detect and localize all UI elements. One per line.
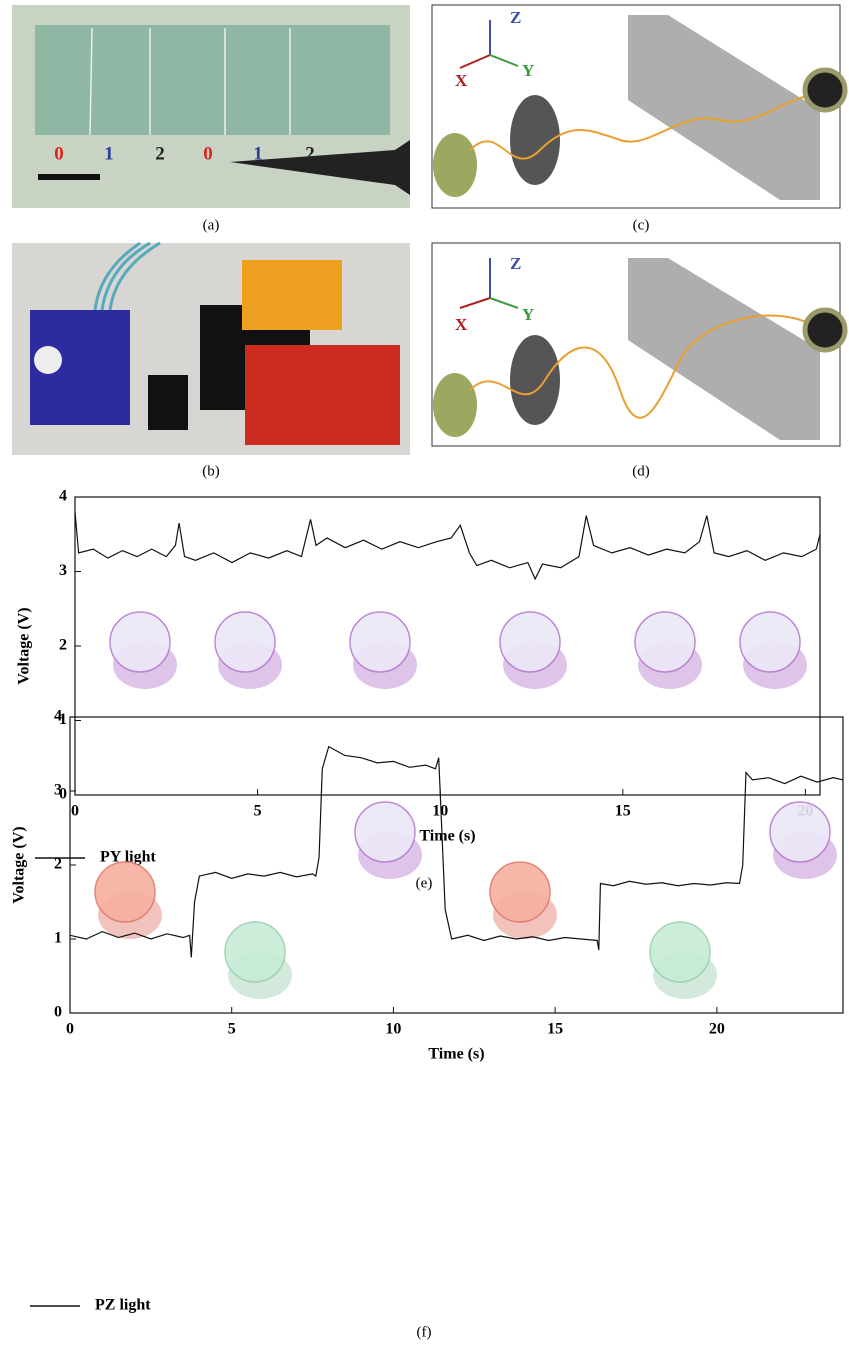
plot-frame (69, 716, 844, 1014)
axis-z: Z (510, 8, 521, 27)
x-tick-label: 15 (547, 1021, 563, 1038)
y-tick-label: 1 (59, 711, 67, 728)
led (34, 346, 62, 374)
axis-z: Z (510, 254, 521, 273)
detector (802, 307, 848, 353)
y-axis-title: Voltage (V) (16, 607, 33, 684)
y-tick-label: 2 (59, 637, 67, 654)
led-dome (354, 801, 416, 863)
digit: 0 (203, 143, 213, 164)
axis-y: Y (522, 305, 534, 324)
digit: 1 (104, 143, 114, 164)
led-dome (349, 611, 411, 673)
panel-c: Z X Y (c) (431, 4, 848, 233)
caption: (f) (417, 1324, 432, 1340)
breadboard (242, 260, 342, 330)
y-tick-label: 4 (59, 488, 67, 505)
x-tick-label: 0 (66, 1021, 74, 1038)
digit: 2 (155, 143, 165, 164)
y-tick-label: 1 (54, 930, 62, 947)
x-tick-label: 15 (615, 803, 631, 820)
legend-label: PZ light (95, 1297, 151, 1314)
caption: (c) (633, 217, 650, 233)
x-tick-label: 10 (385, 1021, 401, 1038)
led-dome (634, 611, 696, 673)
y-tick-label: 3 (54, 782, 62, 799)
polarizer (510, 335, 560, 425)
y-axis-title: Voltage (V) (11, 826, 28, 903)
breadboard (245, 345, 400, 445)
y-tick-label: 2 (54, 856, 62, 873)
digit: 2 (305, 143, 315, 164)
led-dome (649, 921, 711, 983)
led-dome (769, 801, 831, 863)
device (628, 15, 820, 200)
led-dome (109, 611, 171, 673)
y-tick-label: 0 (59, 786, 67, 803)
caption: (e) (416, 875, 433, 891)
y-tick-label: 0 (54, 1004, 62, 1021)
x-tick-label: 10 (432, 803, 448, 820)
source (433, 133, 477, 197)
axis-x: X (455, 71, 468, 90)
y-tick-label: 4 (54, 708, 62, 725)
axis-y: Y (522, 61, 534, 80)
led-dome (499, 611, 561, 673)
film (148, 375, 188, 430)
x-tick-label: 5 (228, 1021, 236, 1038)
x-axis-title: Time (s) (419, 828, 475, 845)
x-tick-label: 5 (254, 803, 262, 820)
panel-a: 0 1 2 0 1 2 (a) (12, 5, 410, 233)
data-line (69, 745, 844, 958)
scale-bar (38, 174, 100, 180)
digit: 0 (54, 143, 64, 164)
led-dome (94, 861, 156, 923)
caption: (a) (203, 217, 220, 233)
caption: (d) (632, 463, 650, 479)
led-dome (739, 611, 801, 673)
legend-label: PY light (100, 849, 157, 866)
x-axis-title: Time (s) (428, 1046, 484, 1063)
detector (802, 67, 848, 113)
plot-frame (74, 496, 821, 796)
panel-b: (b) (12, 241, 410, 479)
tweezer (230, 140, 410, 195)
led-dome (224, 921, 286, 983)
device (628, 258, 820, 440)
digit: 1 (253, 143, 263, 164)
y-tick-label: 3 (59, 562, 67, 579)
x-tick-label: 0 (71, 803, 79, 820)
polarizer (510, 95, 560, 185)
led-dome (214, 611, 276, 673)
source (433, 373, 477, 437)
x-tick-label: 20 (709, 1021, 725, 1038)
led-dome (489, 861, 551, 923)
axis-x: X (455, 315, 468, 334)
film (35, 25, 390, 135)
data-line (74, 511, 821, 581)
panel-d: Z X Y (d) (431, 242, 848, 479)
caption: (b) (202, 463, 220, 479)
